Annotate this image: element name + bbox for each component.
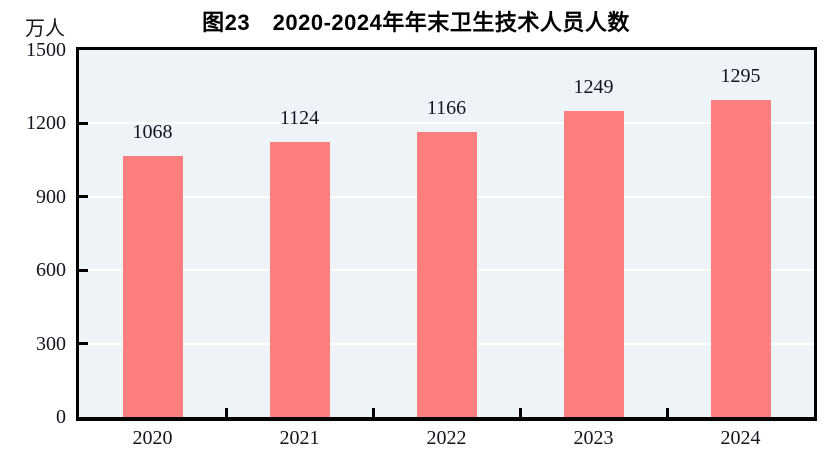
bar — [122, 155, 183, 417]
bar — [710, 100, 771, 417]
bar-value-label: 1249 — [573, 76, 614, 99]
bar-value-label: 1295 — [720, 65, 761, 88]
x-axis-tick-label: 2020 — [132, 427, 173, 449]
y-axis-tick-label: 300 — [36, 332, 66, 355]
bar — [563, 111, 624, 417]
y-axis-tick-label: 600 — [36, 259, 66, 282]
x-axis-tick-label: 2023 — [573, 427, 614, 449]
x-axis-tick-label: 2022 — [426, 427, 467, 449]
y-tick — [79, 195, 88, 199]
y-axis-tick-label: 1500 — [26, 39, 66, 61]
bar-value-label: 1124 — [279, 106, 320, 129]
bar-value-label: 1166 — [426, 96, 467, 119]
x-tick — [518, 408, 522, 417]
y-tick — [79, 342, 88, 346]
y-axis: 0 300 600 900 1200 1500 — [0, 0, 66, 461]
x-tick — [665, 408, 669, 417]
y-axis-unit-label: 万人 — [25, 18, 65, 40]
chart-title: 图23 2020-2024年年末卫生技术人员人数 — [202, 10, 630, 35]
bar — [269, 142, 330, 417]
x-axis-tick-label: 2021 — [279, 427, 320, 449]
x-tick — [371, 408, 375, 417]
x-tick — [224, 408, 228, 417]
y-axis-tick-label: 1200 — [26, 112, 66, 135]
gridline — [79, 122, 814, 125]
y-tick — [79, 121, 88, 125]
bar-value-label: 1068 — [132, 120, 173, 143]
bar — [416, 131, 477, 417]
y-axis-tick-label: 900 — [36, 185, 66, 208]
y-tick — [79, 268, 88, 272]
plot-area: 1068 1124 1166 1249 1295 — [76, 47, 817, 421]
y-axis-tick-label: 0 — [56, 406, 66, 428]
x-axis-tick-label: 2024 — [720, 427, 761, 449]
